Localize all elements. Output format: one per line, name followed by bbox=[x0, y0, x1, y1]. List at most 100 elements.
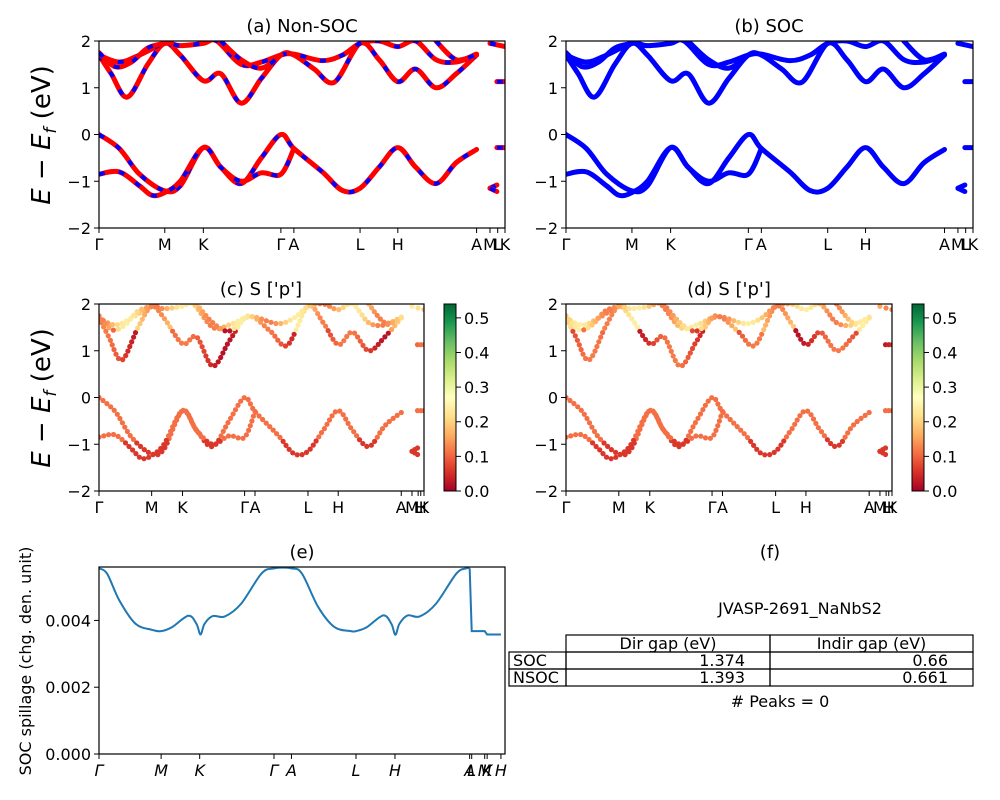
projection-point bbox=[568, 433, 574, 439]
projection-point bbox=[767, 308, 773, 314]
projection-point bbox=[790, 304, 796, 307]
projection-point bbox=[789, 426, 795, 432]
projection-point bbox=[831, 346, 837, 352]
y-tick-label: 2 bbox=[81, 295, 91, 314]
projection-point bbox=[176, 411, 183, 417]
projection-point bbox=[242, 315, 248, 321]
projection-point bbox=[838, 322, 844, 328]
y-tick-label: −2 bbox=[67, 482, 91, 501]
projection-point bbox=[415, 305, 421, 311]
projection-point bbox=[243, 432, 249, 438]
panel-a-x-ticks: Γ M K Γ A L H A MLK bbox=[95, 228, 511, 254]
projection-point bbox=[159, 305, 165, 312]
projection-point bbox=[596, 339, 602, 345]
projection-point bbox=[695, 415, 701, 421]
projection-point bbox=[702, 435, 709, 441]
projection-point bbox=[628, 442, 634, 448]
projection-point bbox=[761, 327, 767, 333]
x-tick-label: M bbox=[145, 498, 159, 517]
projection-point bbox=[132, 330, 139, 336]
projection-point bbox=[808, 412, 814, 418]
projection-point bbox=[360, 342, 366, 348]
projection-point bbox=[329, 413, 335, 419]
projection-point bbox=[812, 304, 818, 308]
projection-point bbox=[217, 326, 224, 332]
projection-point bbox=[290, 450, 296, 456]
projection-point bbox=[316, 434, 322, 440]
projection-point bbox=[641, 304, 647, 310]
projection-point bbox=[819, 330, 825, 336]
projection-point bbox=[134, 440, 140, 446]
projection-point bbox=[341, 338, 347, 344]
x-tick-label: H bbox=[332, 498, 344, 517]
projection-point bbox=[596, 315, 602, 321]
y-tick-label: 0.002 bbox=[45, 678, 91, 697]
projection-point bbox=[374, 312, 380, 318]
projection-point bbox=[369, 305, 375, 311]
projection-point bbox=[839, 309, 845, 315]
projection-point bbox=[227, 337, 233, 343]
projection-point bbox=[611, 304, 617, 311]
projection-point bbox=[672, 357, 678, 364]
projection-point bbox=[250, 413, 256, 419]
projection-point bbox=[228, 415, 234, 421]
projection-point bbox=[215, 359, 221, 365]
projection-point bbox=[120, 323, 126, 330]
projection-point bbox=[697, 332, 703, 339]
projection-point bbox=[137, 443, 144, 449]
x-tick-label: A bbox=[285, 761, 297, 780]
projection-point bbox=[294, 452, 300, 458]
projection-point bbox=[824, 308, 830, 314]
panel-d-y-ticks: 2 1 0 −1 −2 bbox=[534, 295, 566, 501]
projection-point bbox=[629, 316, 635, 322]
projection-point bbox=[571, 400, 577, 407]
projection-point bbox=[357, 338, 363, 344]
projection-point bbox=[687, 350, 693, 356]
projection-point bbox=[800, 409, 806, 415]
projection-point bbox=[854, 418, 860, 425]
projection-point bbox=[120, 357, 126, 363]
projection-point bbox=[805, 341, 811, 347]
projection-point bbox=[647, 407, 654, 413]
projection-point bbox=[127, 316, 133, 322]
projection-point bbox=[785, 315, 791, 321]
projection-point bbox=[810, 416, 817, 422]
projection-point bbox=[635, 428, 641, 434]
projection-point bbox=[849, 319, 855, 325]
projection-point bbox=[197, 339, 203, 345]
projection-point bbox=[835, 348, 842, 354]
projection-point bbox=[337, 341, 344, 347]
projection-point bbox=[263, 318, 269, 324]
x-tick-label: A bbox=[756, 235, 767, 254]
projection-point bbox=[172, 419, 178, 425]
projection-point bbox=[194, 427, 200, 433]
projection-point bbox=[586, 420, 593, 426]
projection-point bbox=[608, 447, 615, 453]
projection-point bbox=[280, 438, 286, 444]
y-tick-label: −1 bbox=[534, 435, 558, 454]
colorbar-tick-label: 0.2 bbox=[464, 413, 489, 432]
projection-point bbox=[606, 316, 613, 322]
projection-point bbox=[174, 415, 180, 421]
projection-point bbox=[780, 304, 786, 307]
projection-point bbox=[360, 440, 366, 447]
projection-point bbox=[862, 412, 868, 418]
projection-point bbox=[362, 316, 368, 322]
table-cell bbox=[769, 668, 974, 687]
projection-point bbox=[843, 341, 849, 347]
projection-point bbox=[593, 443, 599, 450]
projection-point bbox=[830, 316, 836, 322]
projection-point bbox=[651, 410, 658, 416]
x-tick-label: K bbox=[419, 498, 430, 517]
y-tick-label: −1 bbox=[67, 172, 91, 191]
projection-point bbox=[226, 322, 232, 328]
table-header: Indir gap (eV) bbox=[817, 634, 927, 653]
projection-point bbox=[398, 314, 404, 320]
projection-point bbox=[204, 438, 210, 444]
projection-point bbox=[679, 362, 686, 369]
projection-point bbox=[790, 323, 797, 329]
table-cell-value: 1.374 bbox=[699, 651, 745, 670]
projection-point bbox=[808, 304, 814, 311]
projection-point bbox=[694, 328, 700, 334]
projection-point bbox=[664, 339, 671, 345]
